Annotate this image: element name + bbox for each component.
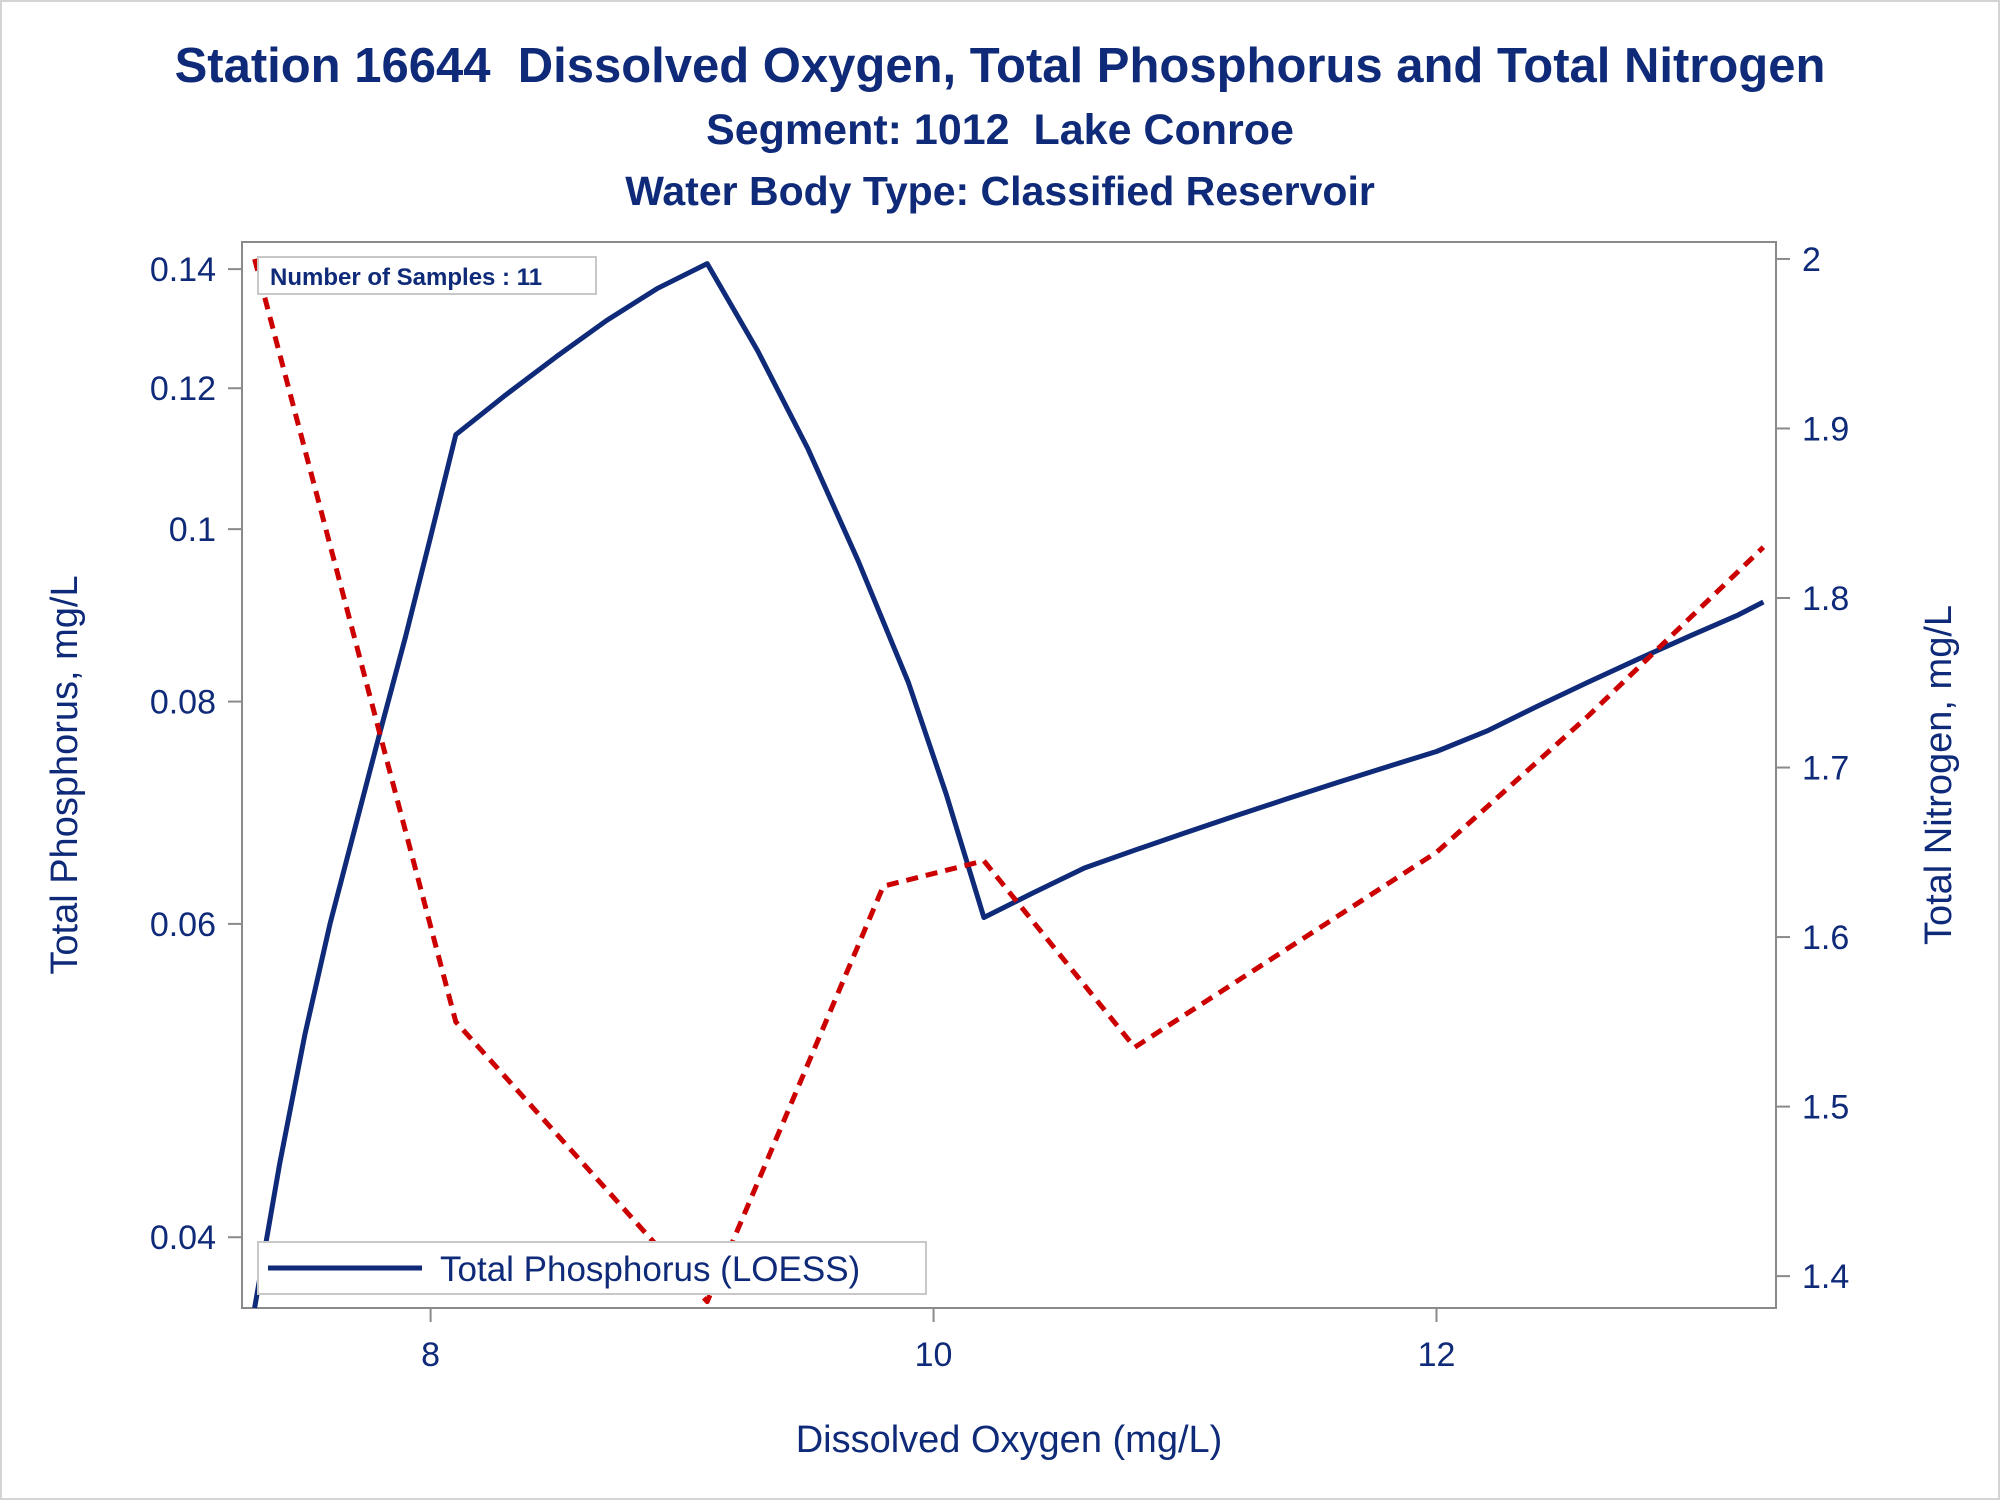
y2-tick-label-1.8: 1.8 — [1802, 580, 1849, 618]
x-axis-label: Dissolved Oxygen (mg/L) — [796, 1419, 1223, 1461]
y-tick-label-0.04: 0.04 — [150, 1219, 216, 1257]
y2-tick-label-1.5: 1.5 — [1802, 1089, 1849, 1127]
sample-count-box — [257, 256, 597, 295]
sample-count-label: Number of Samples : 11 — [270, 264, 542, 291]
x-tick-label-12: 12 — [1418, 1336, 1456, 1374]
y-axis-left: 0.04 0.06 0.08 0.1 0.12 0.14 — [150, 251, 242, 1257]
plot-area-border — [241, 241, 1777, 1309]
y-tick-label-0.06: 0.06 — [150, 906, 216, 944]
total-phosphorus-line — [252, 261, 1765, 1309]
y-tick-label-0.1: 0.1 — [169, 511, 216, 549]
y-axis-right: 1.4 1.5 1.6 1.7 1.8 1.9 2 — [1776, 241, 1849, 1296]
y2-tick-label-1.7: 1.7 — [1802, 750, 1849, 788]
y-axis-left-label: Total Phosphorus, mg/L — [44, 575, 86, 974]
y2-tick-label-1.6: 1.6 — [1802, 919, 1849, 957]
y-tick-label-0.14: 0.14 — [150, 251, 216, 289]
sample-count-inset: Number of Samples : 11 — [257, 256, 597, 295]
x-tick-label-10: 10 — [915, 1336, 953, 1374]
x-tick-label-8: 8 — [421, 1336, 440, 1374]
y2-tick-label-1.4: 1.4 — [1802, 1258, 1849, 1296]
series-lines — [252, 258, 1766, 1309]
chart-subtitle-water-body: Water Body Type: Classified Reservoir — [625, 168, 1375, 214]
chart-subtitle: Segment: 1012 Lake Conroe — [706, 106, 1294, 154]
y-axis-right-label: Total Nitrogen, mg/L — [1918, 605, 1960, 945]
y-tick-label-0.12: 0.12 — [150, 370, 216, 408]
chart-title: Station 16644 Dissolved Oxygen, Total Ph… — [174, 39, 1826, 93]
legend-label-total-phosphorus: Total Phosphorus (LOESS) — [440, 1250, 860, 1289]
y2-tick-label-1.9: 1.9 — [1802, 410, 1849, 448]
y-tick-label-0.08: 0.08 — [150, 684, 216, 722]
legend: Total Phosphorus (LOESS) — [257, 1241, 927, 1295]
x-axis: 8 10 12 — [421, 1308, 1455, 1374]
y2-tick-label-2: 2 — [1802, 241, 1821, 279]
